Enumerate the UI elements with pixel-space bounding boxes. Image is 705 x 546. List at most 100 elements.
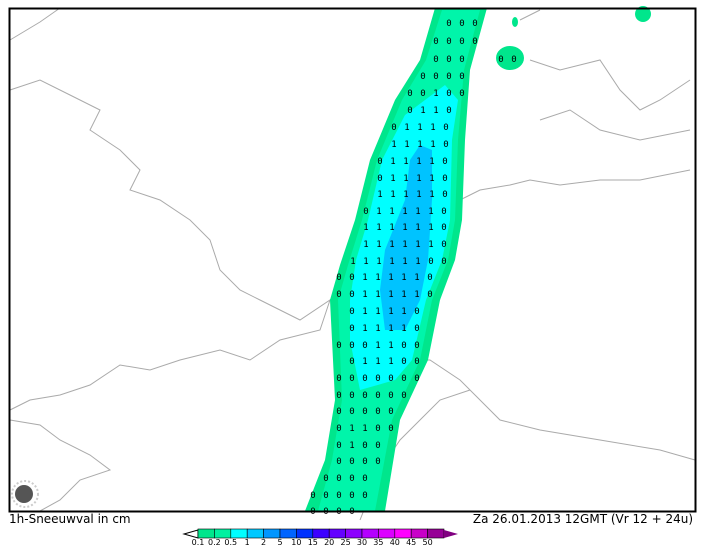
grid-value: 0 bbox=[446, 37, 451, 47]
grid-value: 0 bbox=[362, 391, 367, 401]
grid-value: 0 bbox=[362, 441, 367, 451]
grid-value: 0 bbox=[336, 273, 341, 283]
grid-value: 0 bbox=[336, 474, 341, 484]
grid-value: 1 bbox=[401, 324, 406, 334]
grid-value: 0 bbox=[441, 257, 446, 267]
grid-value: 0 bbox=[336, 424, 341, 434]
grid-value: 0 bbox=[336, 391, 341, 401]
grid-value: 1 bbox=[414, 290, 419, 300]
grid-value: 1 bbox=[349, 441, 354, 451]
grid-value: 0 bbox=[349, 491, 354, 501]
grid-value: 1 bbox=[403, 174, 408, 184]
grid-value: 0 bbox=[391, 123, 396, 133]
legend-swatch bbox=[312, 528, 330, 539]
grid-value: 0 bbox=[414, 324, 419, 334]
grid-value: 1 bbox=[428, 240, 433, 250]
grid-value: 0 bbox=[407, 89, 412, 99]
legend-tick: 40 bbox=[390, 538, 400, 546]
grid-value: 1 bbox=[375, 273, 380, 283]
legend-tick: 30 bbox=[357, 538, 367, 546]
grid-value: 0 bbox=[401, 374, 406, 384]
legend-swatch bbox=[378, 528, 396, 539]
grid-value: 1 bbox=[375, 341, 380, 351]
grid-value: 0 bbox=[323, 491, 328, 501]
legend-tick: 0.2 bbox=[208, 538, 221, 546]
grid-value: 0 bbox=[349, 290, 354, 300]
grid-value: 1 bbox=[433, 106, 438, 116]
grid-value: 1 bbox=[362, 324, 367, 334]
legend-swatch bbox=[345, 528, 363, 539]
grid-value: 0 bbox=[375, 457, 380, 467]
grid-value: 1 bbox=[389, 240, 394, 250]
legend-swatch bbox=[246, 528, 264, 539]
grid-value: 1 bbox=[376, 257, 381, 267]
legend-tick: 10 bbox=[291, 538, 301, 546]
grid-value: 0 bbox=[362, 457, 367, 467]
grid-value: 1 bbox=[375, 290, 380, 300]
grid-value: 0 bbox=[375, 391, 380, 401]
legend-swatch bbox=[410, 528, 428, 539]
grid-value: 1 bbox=[362, 424, 367, 434]
grid-value: 1 bbox=[430, 140, 435, 150]
grid-value: 1 bbox=[389, 207, 394, 217]
grid-value: 0 bbox=[414, 374, 419, 384]
grid-value: 1 bbox=[429, 157, 434, 167]
grid-value: 1 bbox=[363, 223, 368, 233]
legend-swatch bbox=[328, 528, 346, 539]
grid-value: 0 bbox=[459, 72, 464, 82]
legend-swatch bbox=[279, 528, 297, 539]
grid-value: 0 bbox=[375, 441, 380, 451]
grid-value: 0 bbox=[377, 157, 382, 167]
grid-value: 0 bbox=[407, 106, 412, 116]
grid-value: 0 bbox=[442, 174, 447, 184]
grid-value: 0 bbox=[511, 55, 516, 65]
grid-value: 1 bbox=[362, 357, 367, 367]
grid-value: 0 bbox=[349, 407, 354, 417]
grid-value: 1 bbox=[404, 140, 409, 150]
grid-value: 0 bbox=[375, 374, 380, 384]
grid-value: 0 bbox=[420, 89, 425, 99]
grid-value: 0 bbox=[472, 19, 477, 29]
grid-value: 0 bbox=[362, 374, 367, 384]
grid-value: 1 bbox=[401, 273, 406, 283]
grid-value: 0 bbox=[427, 273, 432, 283]
grid-value: 1 bbox=[429, 190, 434, 200]
legend-tick: 0.5 bbox=[224, 538, 237, 546]
grid-value: 1 bbox=[415, 207, 420, 217]
grid-value: 0 bbox=[401, 391, 406, 401]
grid-value: 0 bbox=[336, 407, 341, 417]
grid-value: 0 bbox=[443, 123, 448, 133]
grid-value: 1 bbox=[402, 223, 407, 233]
grid-value: 1 bbox=[375, 324, 380, 334]
grid-value: 1 bbox=[404, 123, 409, 133]
grid-value: 1 bbox=[402, 207, 407, 217]
legend-tick: 1 bbox=[245, 538, 250, 546]
grid-value: 0 bbox=[441, 240, 446, 250]
grid-value: 0 bbox=[472, 37, 477, 47]
map-title: 1h-Sneeuwval in cm bbox=[9, 512, 131, 526]
grid-value: 0 bbox=[388, 391, 393, 401]
grid-value: 0 bbox=[388, 424, 393, 434]
grid-value: 1 bbox=[362, 290, 367, 300]
grid-value: 1 bbox=[402, 257, 407, 267]
grid-value: 0 bbox=[388, 407, 393, 417]
legend-swatch bbox=[214, 528, 232, 539]
grid-value: 0 bbox=[349, 273, 354, 283]
grid-value: 1 bbox=[376, 240, 381, 250]
grid-value: 1 bbox=[428, 223, 433, 233]
grid-value: 1 bbox=[376, 223, 381, 233]
grid-value: 1 bbox=[363, 257, 368, 267]
grid-value: 0 bbox=[459, 37, 464, 47]
grid-value: 0 bbox=[420, 72, 425, 82]
grid-value: 1 bbox=[376, 207, 381, 217]
legend-tick: 0.1 bbox=[192, 538, 205, 546]
band-1 bbox=[380, 145, 432, 330]
grid-value: 1 bbox=[420, 106, 425, 116]
grid-value: 1 bbox=[388, 307, 393, 317]
grid-value: 0 bbox=[459, 55, 464, 65]
legend-high-arrow bbox=[444, 530, 458, 538]
grid-value: 1 bbox=[375, 307, 380, 317]
grid-value: 1 bbox=[416, 157, 421, 167]
grid-value: 0 bbox=[375, 407, 380, 417]
